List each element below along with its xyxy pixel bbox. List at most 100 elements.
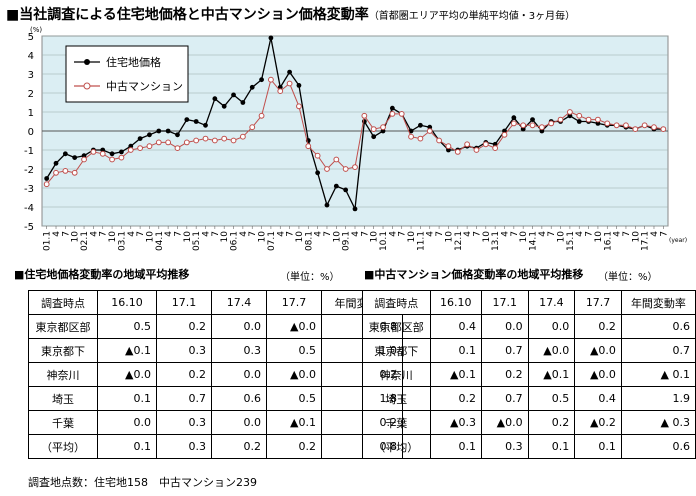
condo-header-cell: 調査時点 bbox=[362, 290, 431, 315]
condo-value-cell: 0.1 bbox=[429, 434, 482, 459]
condo-value-cell: 0.2 bbox=[480, 362, 529, 387]
x-tick-label: 7 bbox=[286, 231, 296, 237]
data-point bbox=[641, 122, 648, 129]
data-point bbox=[268, 35, 274, 41]
data-point bbox=[137, 136, 143, 141]
data-point bbox=[202, 135, 209, 142]
x-tick-label: 4 bbox=[127, 231, 137, 237]
land-row: 千葉 0.0 0.3 0.0 ▲0.1 0.2 bbox=[28, 410, 403, 435]
x-tick-label: 10 bbox=[71, 231, 81, 243]
land-value-cell: 0.3 bbox=[211, 338, 267, 363]
x-tick-label: 7 bbox=[472, 231, 482, 237]
x-tick-label: 10 bbox=[594, 231, 604, 243]
land-value-cell: 0.3 bbox=[156, 338, 212, 363]
x-tick-label: 10 bbox=[631, 231, 641, 243]
y-tick-label: 4 bbox=[28, 51, 34, 62]
condo-region-cell: 東京都区部 bbox=[362, 314, 431, 339]
data-point bbox=[165, 128, 171, 134]
y-tick-label: -2 bbox=[24, 165, 34, 176]
data-point bbox=[482, 141, 489, 148]
x-tick-label: 7 bbox=[248, 231, 258, 237]
data-point bbox=[333, 156, 340, 163]
condo-value-cell: 0.5 bbox=[527, 386, 576, 411]
x-tick-label: 4 bbox=[202, 231, 212, 237]
data-point bbox=[370, 126, 377, 132]
data-point bbox=[510, 120, 517, 127]
right-table-unit: （単位：%） bbox=[598, 272, 658, 283]
x-tick-label: 10 bbox=[557, 231, 567, 243]
data-point bbox=[408, 133, 414, 140]
x-tick-label: 4 bbox=[89, 231, 99, 237]
data-point bbox=[538, 124, 545, 131]
data-point bbox=[585, 116, 592, 123]
x-tick-label: 10 bbox=[370, 231, 380, 243]
land-value-cell: ▲0.1 bbox=[97, 338, 157, 363]
condo-value-cell: ▲0.0 bbox=[574, 362, 622, 387]
x-tick-label: 16.1 bbox=[603, 231, 613, 251]
x-tick-label: 4 bbox=[500, 231, 510, 237]
land-value-cell: ▲0.0 bbox=[97, 362, 157, 387]
x-tick-label: 7 bbox=[136, 231, 146, 237]
data-point bbox=[212, 96, 218, 102]
subtitle-text: （首都圏エリア平均の単純平均値・3ヶ月毎） bbox=[368, 11, 576, 22]
land-value-cell: 0.0 bbox=[211, 410, 267, 435]
x-tick-label: 4 bbox=[575, 231, 585, 237]
data-point bbox=[651, 124, 657, 131]
data-point bbox=[417, 135, 424, 142]
data-point bbox=[221, 135, 228, 142]
left-table-unit: （単位：%） bbox=[280, 272, 340, 283]
condo-value-cell: 0.6 bbox=[620, 314, 696, 339]
condo-row: 神奈川 ▲0.1 0.2 ▲0.1 ▲0.0 ▲ 0.1 bbox=[362, 362, 696, 387]
land-value-cell: 0.5 bbox=[97, 314, 157, 339]
y-axis-label: (%) bbox=[30, 26, 42, 34]
land-header-cell: 17.4 bbox=[211, 290, 267, 315]
land-value-cell: 0.6 bbox=[211, 386, 267, 411]
land-value-cell: 0.1 bbox=[97, 386, 157, 411]
data-point bbox=[203, 122, 208, 128]
x-tick-label: 7 bbox=[585, 231, 595, 237]
x-tick-label: 4 bbox=[613, 231, 623, 237]
land-value-cell: ▲0.1 bbox=[266, 410, 322, 435]
x-tick-label: 7 bbox=[211, 231, 221, 237]
y-tick-label: -5 bbox=[24, 222, 34, 233]
condo-value-cell: 0.6 bbox=[620, 434, 696, 459]
condo-value-cell: 1.9 bbox=[620, 386, 696, 411]
data-point bbox=[398, 111, 405, 117]
x-tick-label: 4 bbox=[52, 231, 62, 237]
condo-value-cell: 0.7 bbox=[480, 338, 529, 363]
land-value-cell: ▲0.0 bbox=[266, 314, 322, 339]
land-value-cell: 0.3 bbox=[156, 434, 212, 459]
x-tick-label: 10 bbox=[482, 231, 492, 243]
condo-row: 埼玉 0.2 0.7 0.5 0.4 1.9 bbox=[362, 386, 696, 411]
land-value-cell: ▲0.0 bbox=[266, 362, 322, 387]
data-point bbox=[119, 149, 124, 155]
x-axis-label: (year) bbox=[669, 237, 687, 244]
data-point bbox=[259, 77, 264, 83]
x-tick-label: 10 bbox=[332, 231, 342, 243]
data-point bbox=[286, 80, 293, 87]
x-tick-label: 4 bbox=[314, 231, 324, 237]
x-tick-label: 4 bbox=[463, 231, 473, 237]
y-tick-label: 0 bbox=[28, 127, 34, 138]
condo-value-cell: ▲0.0 bbox=[574, 338, 622, 363]
data-point bbox=[109, 156, 115, 163]
land-row: （平均） 0.1 0.3 0.2 0.2 0.8 bbox=[28, 434, 403, 459]
land-value-cell: 0.2 bbox=[211, 434, 267, 459]
data-point bbox=[230, 137, 237, 144]
data-point bbox=[81, 156, 87, 163]
x-tick-label: 08.1 bbox=[304, 231, 314, 251]
data-point bbox=[193, 137, 200, 144]
x-tick-label: 17.1 bbox=[641, 231, 651, 251]
x-tick-label: 13.1 bbox=[491, 231, 501, 251]
data-point bbox=[90, 149, 97, 155]
data-point bbox=[231, 92, 236, 98]
data-point bbox=[343, 187, 349, 193]
land-value-cell: 0.7 bbox=[156, 386, 212, 411]
data-point bbox=[352, 206, 358, 212]
condo-region-cell: 千葉 bbox=[362, 410, 431, 435]
data-point bbox=[380, 124, 386, 131]
data-point bbox=[520, 122, 527, 129]
condo-value-cell: 0.4 bbox=[429, 314, 482, 339]
land-header-cell: 調査時点 bbox=[28, 290, 98, 315]
data-point bbox=[473, 147, 480, 153]
